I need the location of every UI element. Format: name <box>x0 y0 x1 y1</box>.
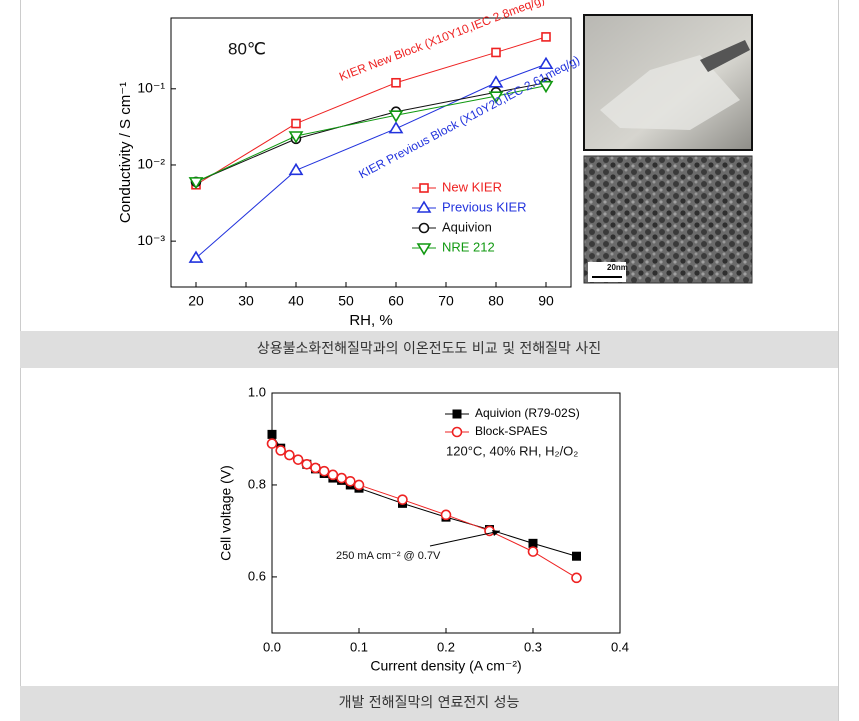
marker <box>529 547 538 556</box>
x-tick-label: 0.4 <box>611 639 629 654</box>
y-axis-label: Cell voltage (V) <box>218 465 234 561</box>
x-tick-label: 20 <box>188 293 204 309</box>
y-tick-label: 0.8 <box>248 476 266 491</box>
caption: 개발 전해질막의 연료전지 성능 <box>20 686 838 721</box>
legend-marker <box>453 428 462 437</box>
y-tick-label: 10⁻¹ <box>137 79 165 95</box>
marker <box>311 463 320 472</box>
y-axis-label: Conductivity / S cm⁻¹ <box>117 82 134 223</box>
marker <box>268 439 277 448</box>
y-tick-label: 10⁻³ <box>137 232 165 248</box>
marker <box>542 33 550 41</box>
legend-marker <box>420 224 429 233</box>
x-tick-label: 30 <box>238 293 254 309</box>
marker <box>490 77 502 87</box>
legend-label: Previous KIER <box>442 199 527 214</box>
annotation: 250 mA cm⁻² @ 0.7V <box>336 550 441 562</box>
x-tick-label: 70 <box>438 293 454 309</box>
annotation: KIER New Block (X10Y10,IEC 2.8meq/g) <box>337 0 546 84</box>
marker <box>268 430 276 438</box>
x-tick-label: 80 <box>488 293 504 309</box>
annotation: 120°C, 40% RH, H₂/O₂ <box>446 443 578 458</box>
x-tick-label: 0.1 <box>350 639 368 654</box>
annotation: KIER Previous Block (X10Y20,IEC 2.61meq/… <box>356 53 582 182</box>
page: 20 30 40 50 60 70 80 90 10⁻³ 10⁻² 10⁻¹ RH, % Conduct… <box>0 0 859 721</box>
legend-label: New KIER <box>442 179 502 194</box>
marker <box>320 467 329 476</box>
x-tick-label: 60 <box>388 293 404 309</box>
marker <box>294 455 303 464</box>
marker <box>492 48 500 56</box>
marker <box>573 552 581 560</box>
marker <box>276 446 285 455</box>
legend-label: Block-SPAES <box>475 424 547 438</box>
marker <box>572 573 581 582</box>
x-tick-label: 0.2 <box>437 639 455 654</box>
legend-marker <box>453 410 461 418</box>
x-tick-label: 50 <box>338 293 354 309</box>
legend-label: Aquivion <box>442 219 492 234</box>
marker <box>290 164 302 174</box>
y-tick-label: 1.0 <box>248 384 266 399</box>
annotation: 20nm <box>607 263 628 272</box>
y-tick-label: 0.6 <box>248 568 266 583</box>
x-axis-label: RH, % <box>349 312 392 329</box>
marker <box>302 460 311 469</box>
y-tick-label: 10⁻² <box>137 156 165 172</box>
marker <box>392 79 400 87</box>
marker <box>390 123 402 133</box>
marker <box>337 474 346 483</box>
legend-marker <box>418 202 430 212</box>
x-axis-label: Current density (A cm⁻²) <box>370 658 521 674</box>
marker <box>190 252 202 262</box>
x-tick-label: 0.0 <box>263 639 281 654</box>
x-tick-label: 0.3 <box>524 639 542 654</box>
marker <box>529 539 537 547</box>
marker <box>328 470 337 479</box>
marker <box>292 120 300 128</box>
legend-label: Aquivion (R79-02S) <box>475 406 580 420</box>
marker <box>355 480 364 489</box>
legend-label: NRE 212 <box>442 239 495 254</box>
marker <box>398 495 407 504</box>
legend-marker <box>418 244 430 254</box>
x-tick-label: 90 <box>538 293 554 309</box>
caption: 상용불소화전해질막과의 이온전도도 비교 및 전해질막 사진 <box>20 331 838 368</box>
marker <box>285 451 294 460</box>
annotation: 80℃ <box>228 39 266 58</box>
marker <box>442 510 451 519</box>
annotation-arrow <box>430 531 500 546</box>
legend-marker <box>420 184 428 192</box>
x-tick-label: 40 <box>288 293 304 309</box>
marker <box>346 477 355 486</box>
